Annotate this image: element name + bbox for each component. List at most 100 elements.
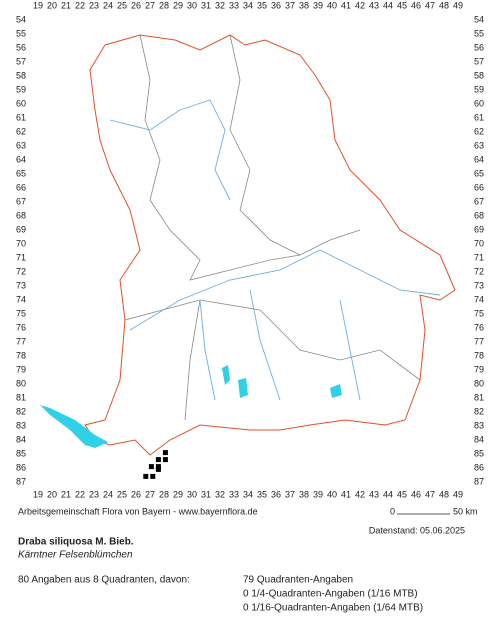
y-grid-label: 82 <box>16 406 26 416</box>
y-grid-label: 79 <box>16 364 26 374</box>
x-grid-label: 41 <box>341 0 351 10</box>
summary-sixteenth: 0 1/16-Quadranten-Angaben (1/64 MTB) <box>243 603 423 614</box>
lake <box>330 384 342 398</box>
x-grid-label: 34 <box>243 0 253 10</box>
x-grid-label: 41 <box>341 489 351 499</box>
y-grid-label: 66 <box>16 182 26 192</box>
x-grid-label: 22 <box>75 0 85 10</box>
y-grid-label: 76 <box>474 322 484 332</box>
x-grid-label: 30 <box>187 0 197 10</box>
river <box>109 99 231 201</box>
y-grid-label: 54 <box>16 14 26 24</box>
y-grid-label: 63 <box>16 140 26 150</box>
scale-end: 50 km <box>453 506 478 516</box>
x-grid-label: 21 <box>61 0 71 10</box>
y-grid-label: 85 <box>474 448 484 458</box>
y-grid-label: 87 <box>474 476 484 486</box>
occurrence-square <box>148 464 154 470</box>
y-grid-label: 70 <box>474 238 484 248</box>
x-grid-label: 36 <box>271 0 281 10</box>
x-grid-label: 28 <box>159 489 169 499</box>
x-grid-label: 39 <box>313 489 323 499</box>
summary-quadrant: 79 Quadranten-Angaben <box>243 575 353 586</box>
x-grid-label: 49 <box>453 489 463 499</box>
x-grid-label: 23 <box>89 489 99 499</box>
y-grid-label: 80 <box>474 378 484 388</box>
y-grid-label: 77 <box>16 336 26 346</box>
y-grid-label: 59 <box>474 84 484 94</box>
y-grid-label: 83 <box>16 420 26 430</box>
y-grid-label: 76 <box>16 322 26 332</box>
x-grid-label: 37 <box>285 0 295 10</box>
lake <box>40 405 108 448</box>
district-border <box>184 299 201 421</box>
x-grid-label: 46 <box>411 489 421 499</box>
x-grid-label: 20 <box>47 489 57 499</box>
occurrence-square <box>162 450 168 456</box>
x-grid-label: 27 <box>145 0 155 10</box>
scale-start: 0 <box>390 506 395 516</box>
y-grid-label: 78 <box>474 350 484 360</box>
x-grid-label: 25 <box>117 489 127 499</box>
x-grid-label: 35 <box>257 489 267 499</box>
x-grid-label: 27 <box>145 489 155 499</box>
y-grid-label: 61 <box>16 112 26 122</box>
x-grid-label: 24 <box>103 489 113 499</box>
y-grid-label: 73 <box>16 280 26 290</box>
x-grid-label: 19 <box>33 0 43 10</box>
summary-total: 80 Angaben aus 8 Quadranten, davon: <box>18 575 190 586</box>
y-grid-label: 70 <box>16 238 26 248</box>
x-grid-label: 37 <box>285 489 295 499</box>
y-grid-label: 56 <box>474 42 484 52</box>
x-grid-label: 21 <box>61 489 71 499</box>
summary-quarter: 0 1/4-Quadranten-Angaben (1/16 MTB) <box>243 589 418 600</box>
y-grid-label: 62 <box>16 126 26 136</box>
y-grid-label: 59 <box>16 84 26 94</box>
y-grid-label: 56 <box>16 42 26 52</box>
district-border <box>229 34 301 256</box>
river <box>129 249 441 331</box>
y-grid-label: 82 <box>474 406 484 416</box>
x-grid-label: 26 <box>131 0 141 10</box>
x-grid-label: 43 <box>369 489 379 499</box>
occurrence-square <box>162 457 168 463</box>
y-grid-label: 66 <box>474 182 484 192</box>
x-grid-label: 43 <box>369 0 379 10</box>
y-grid-label: 72 <box>16 266 26 276</box>
y-grid-label: 61 <box>474 112 484 122</box>
lake <box>222 365 230 385</box>
date: Datenstand: 05.06.2025 <box>369 525 465 535</box>
x-grid-label: 48 <box>439 489 449 499</box>
x-grid-label: 38 <box>299 0 309 10</box>
credit: Arbeitsgemeinschaft Flora von Bayern - w… <box>18 506 258 516</box>
y-grid-label: 63 <box>474 140 484 150</box>
y-grid-label: 72 <box>474 266 484 276</box>
y-grid-label: 68 <box>16 210 26 220</box>
occurrence-square <box>155 457 161 463</box>
occurrence-square <box>143 473 149 479</box>
y-grid-label: 84 <box>16 434 26 444</box>
x-grid-label: 49 <box>453 0 463 10</box>
y-grid-label: 60 <box>474 98 484 108</box>
x-grid-label: 23 <box>89 0 99 10</box>
x-grid-label: 32 <box>215 0 225 10</box>
y-grid-label: 62 <box>474 126 484 136</box>
y-grid-label: 74 <box>16 294 26 304</box>
y-grid-label: 55 <box>16 28 26 38</box>
y-grid-label: 58 <box>474 70 484 80</box>
x-grid-label: 25 <box>117 0 127 10</box>
river <box>199 299 216 401</box>
x-grid-label: 47 <box>425 489 435 499</box>
y-grid-label: 69 <box>474 224 484 234</box>
x-grid-label: 46 <box>411 0 421 10</box>
x-grid-label: 45 <box>397 0 407 10</box>
y-grid-label: 69 <box>16 224 26 234</box>
y-grid-label: 71 <box>16 252 26 262</box>
y-grid-label: 60 <box>16 98 26 108</box>
y-grid-label: 58 <box>16 70 26 80</box>
y-grid-label: 85 <box>16 448 26 458</box>
y-grid-label: 84 <box>474 434 484 444</box>
y-grid-label: 64 <box>16 154 26 164</box>
common-name: Kärntner Felsenblümchen <box>18 550 133 561</box>
